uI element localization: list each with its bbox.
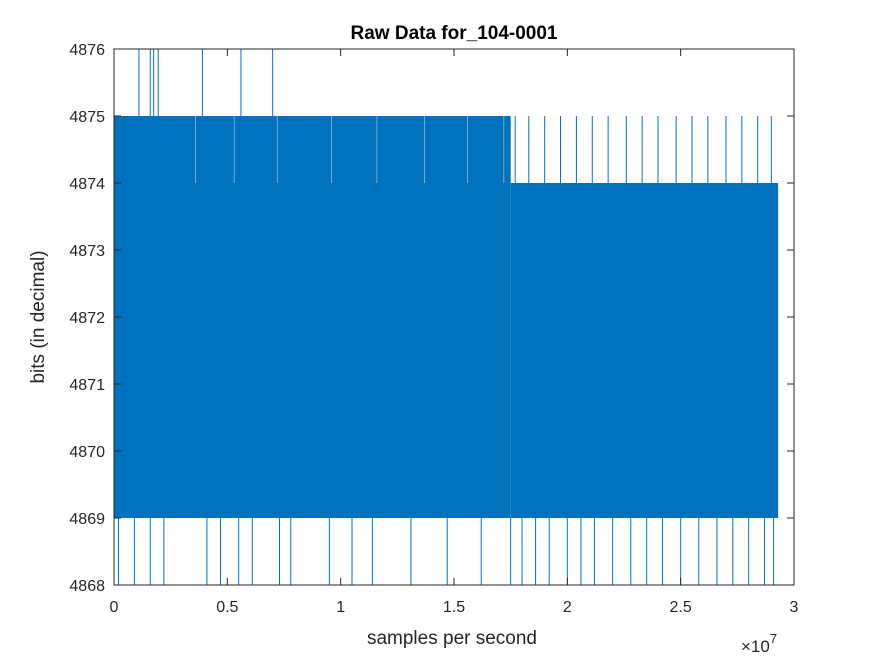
y-tick-label: 4875	[69, 109, 105, 126]
y-tick-label: 4871	[69, 377, 105, 394]
x-axis-exponent: ×107	[741, 631, 777, 656]
plot-area	[114, 49, 779, 585]
x-tick-label: 0	[110, 599, 119, 616]
x-tick-label: 3	[790, 599, 799, 616]
x-tick-label: 2	[563, 599, 572, 616]
x-tick-label: 0.5	[216, 599, 238, 616]
y-tick-label: 4874	[69, 176, 105, 193]
y-axis-label: bits (in decimal)	[28, 250, 49, 383]
x-tick-label: 1.5	[443, 599, 465, 616]
y-tick-label: 4872	[69, 310, 105, 327]
y-tick-label: 4873	[69, 243, 105, 260]
x-tick-label: 2.5	[670, 599, 692, 616]
x-exponent-power: 7	[770, 631, 777, 646]
y-tick-label: 4870	[69, 444, 105, 461]
chart-title: Raw Data for_104-0001	[351, 23, 558, 44]
y-tick-label: 4868	[69, 578, 105, 595]
y-axis: 4868 4869 4870 4871 4872 4873 4874 4875 4876	[69, 42, 794, 595]
y-tick-label: 4869	[69, 511, 105, 528]
x-exponent-base: ×10	[741, 637, 770, 656]
x-axis: 0 0.5 1 1.5 2 2.5 3	[110, 49, 799, 616]
signal-band-late	[510, 183, 779, 518]
x-axis-label: samples per second	[367, 628, 537, 649]
y-tick-label: 4876	[69, 42, 105, 59]
x-tick-label: 1	[336, 599, 345, 616]
signal-band-early	[114, 116, 511, 518]
